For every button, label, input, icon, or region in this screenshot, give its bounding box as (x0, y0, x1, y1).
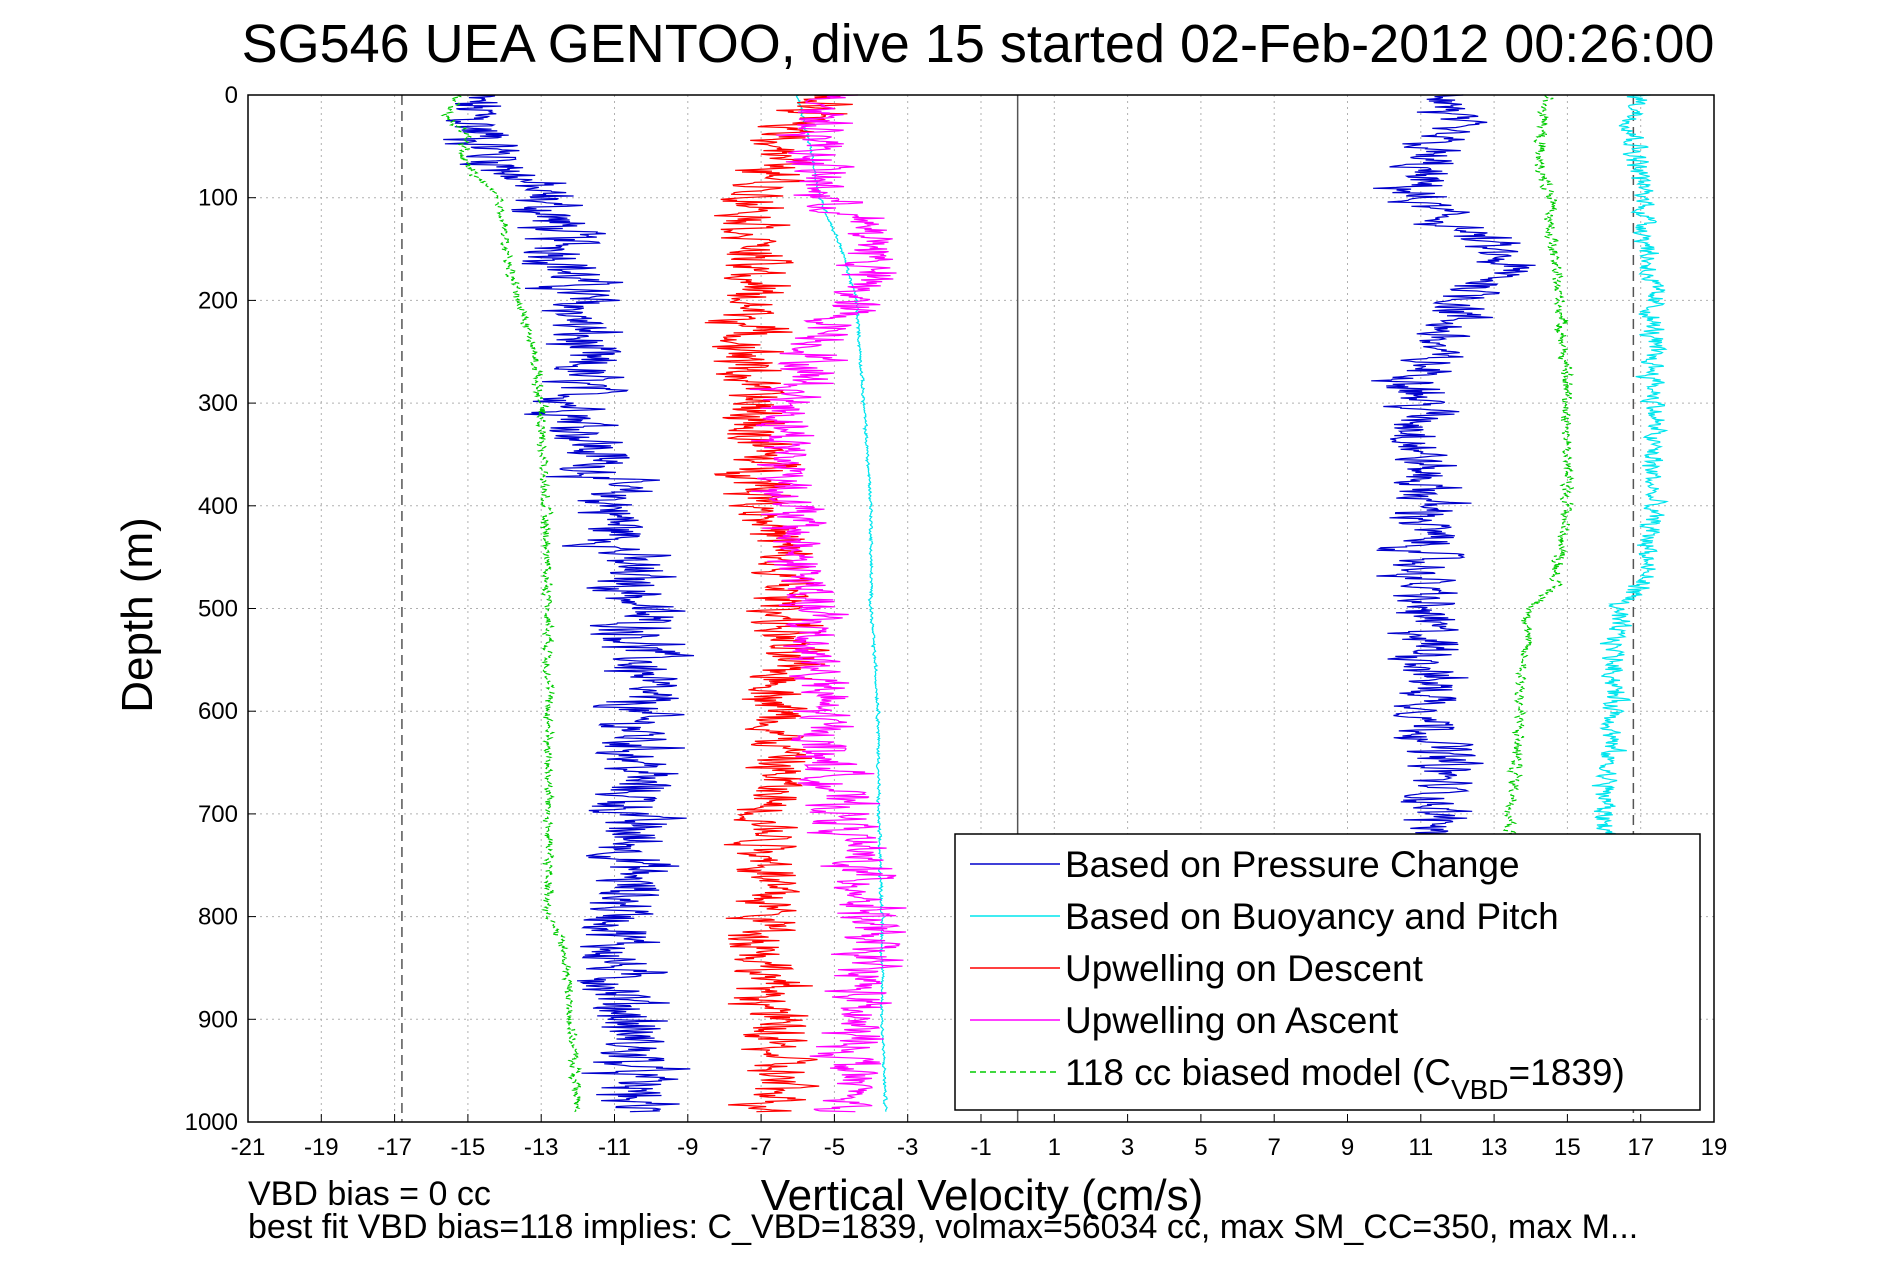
x-tick-label: 7 (1268, 1134, 1281, 1161)
series-line-descent (440, 94, 584, 1113)
x-tick-label: -3 (897, 1134, 918, 1161)
x-tick-label: -21 (231, 1134, 266, 1161)
x-tick-label: 17 (1627, 1134, 1654, 1161)
x-tick-label: 11 (1408, 1134, 1433, 1161)
y-tick-label: 600 (198, 698, 238, 725)
y-tick-label: 300 (198, 390, 238, 417)
x-tick-label: -11 (598, 1134, 631, 1161)
legend-box (954, 833, 1701, 1111)
legend-label-subscript: VBD (1451, 1074, 1509, 1105)
x-tick-label: 3 (1121, 1134, 1134, 1161)
x-tick-label: -7 (750, 1134, 771, 1161)
legend-label: Upwelling on Ascent (1065, 1000, 1399, 1041)
x-axis-label: Vertical Velocity (cm/s) (761, 1171, 1204, 1220)
legend-label: 118 cc biased model (CVBD=1839) (1065, 1052, 1625, 1105)
y-tick-label: 1000 (185, 1109, 238, 1136)
x-tick-label: -19 (304, 1134, 339, 1161)
series-line-ascent (749, 94, 907, 1113)
y-axis-label: Depth (m) (113, 517, 162, 713)
x-tick-label: 19 (1701, 1134, 1728, 1161)
series-line-descent (443, 94, 695, 1113)
y-tick-label: 400 (198, 493, 238, 520)
x-tick-label: -17 (377, 1134, 412, 1161)
x-tick-label: 5 (1194, 1134, 1207, 1161)
x-tick-label: -15 (451, 1134, 486, 1161)
series-line-ascent (1371, 94, 1536, 835)
legend-label: Based on Buoyancy and Pitch (1065, 896, 1559, 937)
x-tick-label: 9 (1341, 1134, 1354, 1161)
note-vbd-bias: VBD bias = 0 cc (248, 1175, 491, 1213)
legend-label-suffix: =1839) (1509, 1052, 1625, 1093)
x-tick-label: -5 (824, 1134, 845, 1161)
legend-label: Upwelling on Descent (1065, 948, 1424, 989)
legend-label: Based on Pressure Change (1065, 844, 1520, 885)
series-line-ascent (1502, 94, 1575, 835)
series-line-ascent (1591, 94, 1669, 835)
y-tick-label: 900 (198, 1006, 238, 1033)
y-tick-label: 100 (198, 185, 238, 212)
y-axis: 0 100 200 300 400 500 600 700 800 900 1000 (185, 82, 256, 1136)
x-tick-label: 1 (1048, 1134, 1061, 1161)
legend-label-prefix: 118 cc biased model (C (1065, 1052, 1451, 1093)
y-tick-label: 500 (198, 596, 238, 623)
y-tick-label: 200 (198, 287, 238, 314)
y-tick-label: 700 (198, 801, 238, 828)
x-tick-label: -13 (524, 1134, 559, 1161)
y-tick-label: 800 (198, 904, 238, 931)
y-tick-label: 0 (225, 82, 238, 109)
x-tick-label: 15 (1554, 1134, 1581, 1161)
data-series (440, 94, 1669, 1113)
legend: Based on Pressure Change Based on Buoyanc… (954, 833, 1701, 1111)
x-tick-label: -1 (970, 1134, 991, 1161)
x-tick-label: 13 (1481, 1134, 1508, 1161)
chart-title: SG546 UEA GENTOO, dive 15 started 02-Feb… (242, 14, 1715, 74)
note-best-fit: best fit VBD bias=118 implies: C_VBD=183… (248, 1208, 1638, 1246)
x-tick-label: -9 (677, 1134, 698, 1161)
series-line-descent (704, 94, 853, 1113)
x-axis: -21 -19 -17 -15 -13 -11 -9 -7 -5 -3 -1 1 3 5 7 9 11 13 15 1… (231, 1114, 1728, 1161)
